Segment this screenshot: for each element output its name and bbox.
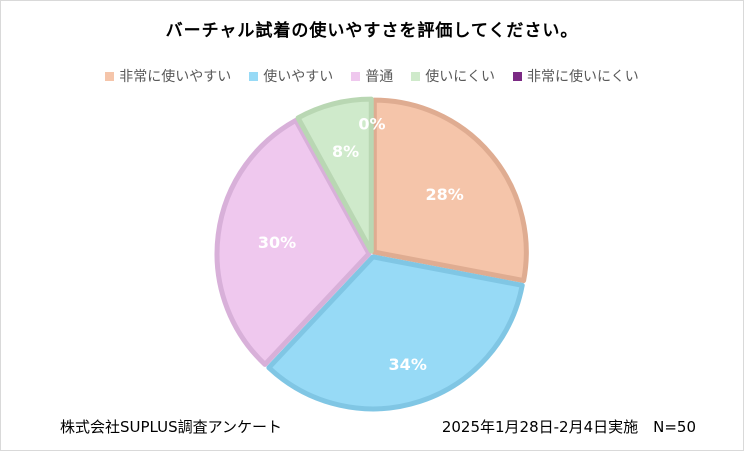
- legend-item: 非常に使いにくい: [513, 66, 639, 86]
- chart-title: バーチャル試着の使いやすさを評価してください。: [165, 21, 579, 41]
- legend-swatch: [351, 71, 361, 81]
- legend-swatch: [105, 71, 115, 81]
- slice-label: 34%: [389, 355, 427, 374]
- legend-item: 使いやすい: [249, 66, 333, 86]
- slice-label: 8%: [332, 142, 359, 161]
- survey-info: 2025年1月28日-2月4日実施 N=50: [441, 418, 696, 436]
- legend-swatch: [249, 71, 259, 81]
- legend: 非常に使いやすい 使いやすい 普通 使いにくい 非常に使いにくい: [0, 66, 744, 86]
- legend-swatch: [513, 71, 522, 81]
- legend-label: 非常に使いにくい: [527, 69, 639, 85]
- legend-swatch: [411, 71, 421, 81]
- pie-slice: [266, 254, 525, 412]
- slice-label: 28%: [425, 185, 463, 204]
- pie-slice: [295, 96, 374, 254]
- slice-label: 0%: [358, 114, 385, 133]
- slice-label: 30%: [258, 233, 296, 252]
- legend-label: 使いにくい: [425, 69, 495, 85]
- legend-label: 普通: [365, 69, 394, 85]
- pie-slice: [214, 117, 372, 367]
- legend-label: 使いやすい: [263, 69, 334, 85]
- source-note: 株式会社SUPLUS調査アンケート: [60, 418, 283, 436]
- legend-item: 非常に使いやすい: [105, 66, 231, 86]
- pie-slice: [371, 97, 529, 284]
- legend-label: 非常に使いやすい: [119, 69, 232, 85]
- legend-item: 普通: [351, 66, 393, 86]
- legend-item: 使いにくい: [411, 66, 495, 86]
